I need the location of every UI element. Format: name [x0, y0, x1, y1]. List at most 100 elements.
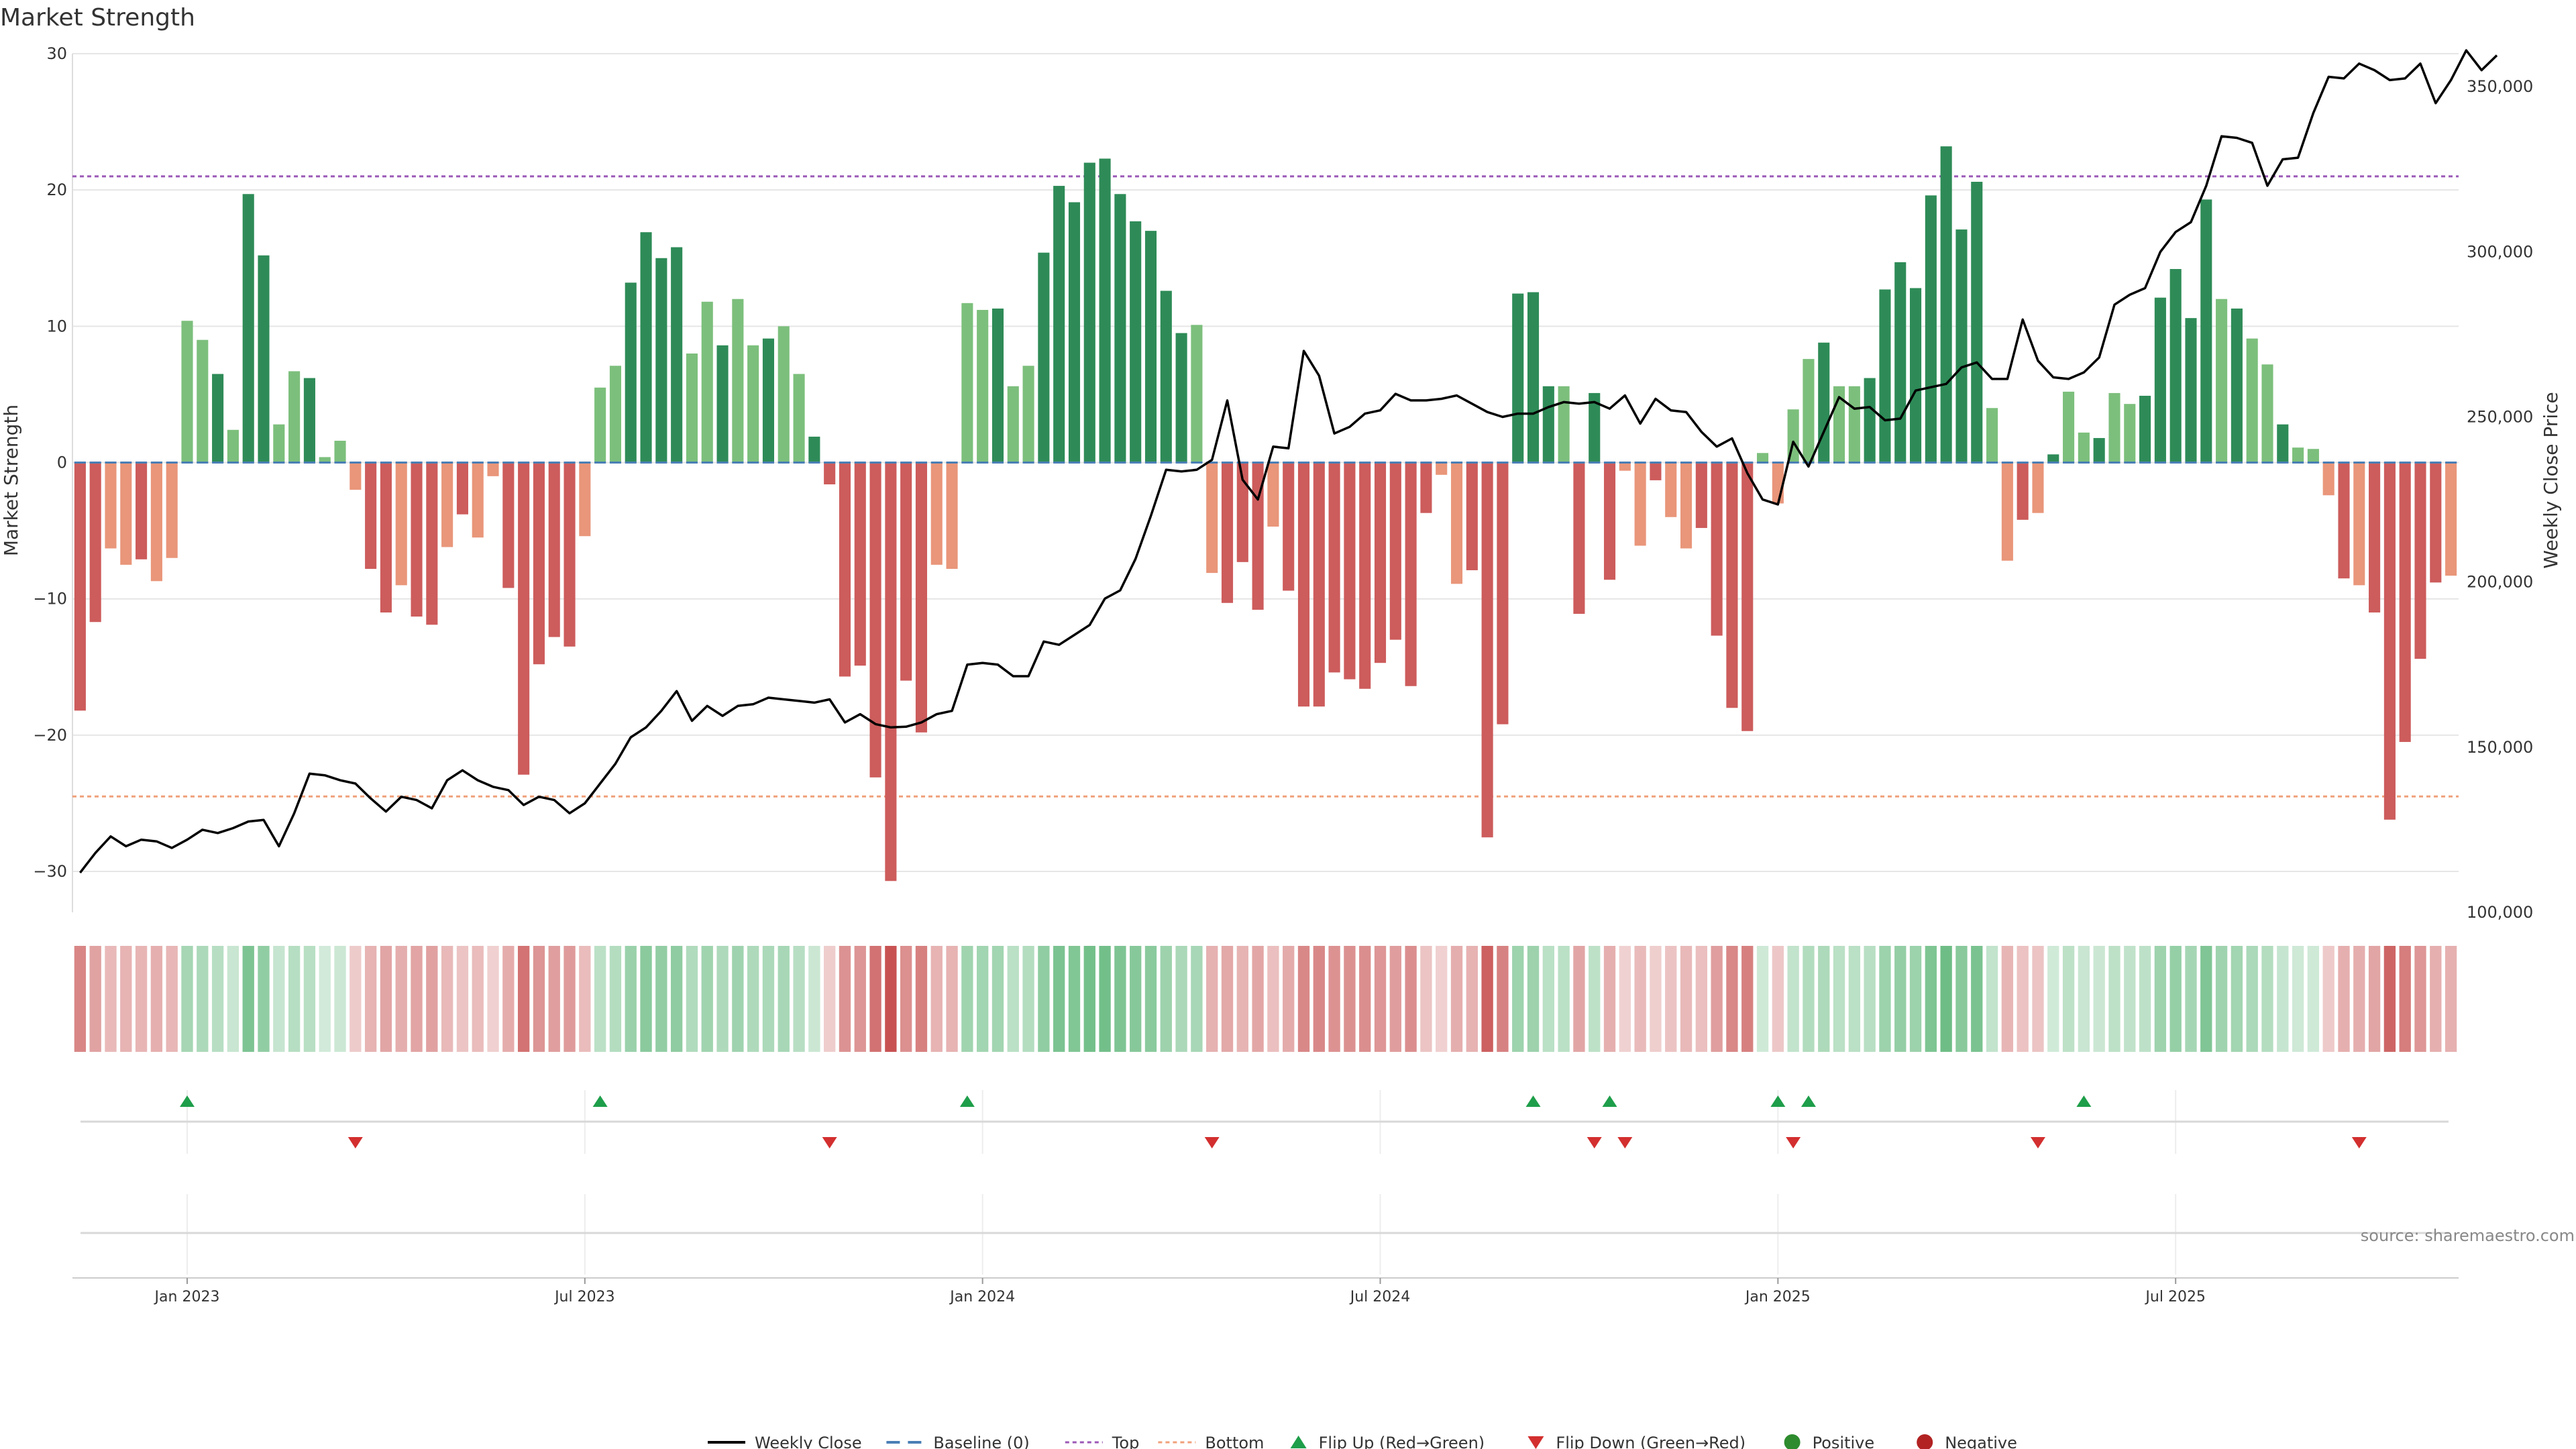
heat-cell: [2430, 946, 2442, 1052]
heat-cell: [1114, 946, 1126, 1052]
strength-bar: [1297, 462, 1310, 707]
legend: Weekly Close Baseline (0) Top Bottom Flip Up…: [708, 1434, 2017, 1449]
heat-cell: [2338, 946, 2350, 1052]
left-y-tick-label: −30: [33, 862, 67, 881]
right-y-tick-label: 350,000: [2467, 77, 2533, 96]
heat-cell: [1497, 946, 1509, 1052]
left-y-tick-label: 30: [46, 44, 67, 63]
strength-bar: [1359, 462, 1371, 689]
heat-cell: [1787, 946, 1799, 1052]
strength-bar: [258, 255, 270, 463]
heat-cell: [2246, 946, 2258, 1052]
heat-cell: [1083, 946, 1095, 1052]
strength-bar: [747, 345, 759, 463]
strength-bar: [273, 424, 285, 463]
heat-cell: [1236, 946, 1248, 1052]
flip-up-marker: [180, 1095, 195, 1107]
heat-cell: [686, 946, 698, 1052]
heat-cell: [2261, 946, 2273, 1052]
x-axis-ticks: Jan 2023 Jul 2023 Jan 2024 Jul 2024 Jan 2025…: [154, 1278, 2206, 1305]
heat-cell: [1833, 946, 1845, 1052]
left-y-tick-label: 10: [46, 317, 67, 335]
heat-cell: [655, 946, 667, 1052]
heat-cell: [1144, 946, 1157, 1052]
strength-bar: [564, 462, 576, 647]
heat-cell: [2215, 946, 2228, 1052]
flip-up-marker: [592, 1095, 608, 1107]
legend-flip-up-swatch: [1290, 1436, 1307, 1448]
threshold-lines: [72, 175, 2459, 798]
strength-bar: [441, 462, 453, 547]
strength-bar: [1848, 386, 1860, 463]
heat-cell: [1573, 946, 1585, 1052]
flip-down-marker: [822, 1137, 837, 1148]
left-y-tick-label: −10: [33, 590, 67, 608]
flip-up-marker: [1525, 1095, 1541, 1107]
heat-cell: [1283, 946, 1295, 1052]
strength-bar: [1175, 333, 1187, 463]
heat-cell: [869, 946, 881, 1052]
heat-cell: [2047, 946, 2059, 1052]
heat-cell: [609, 946, 622, 1052]
left-y-tick-label: 0: [57, 453, 67, 472]
strength-bar: [1818, 342, 1830, 463]
heat-cell: [1130, 946, 1142, 1052]
strength-bar: [824, 462, 836, 485]
strength-bar: [74, 462, 86, 711]
strength-bar: [885, 462, 897, 881]
heat-cell: [854, 946, 866, 1052]
x-tick-label: Jul 2024: [1349, 1289, 1411, 1305]
heat-cell: [1450, 946, 1463, 1052]
strength-bar: [2246, 338, 2258, 463]
strength-bar: [1160, 290, 1172, 463]
heat-cell: [900, 946, 912, 1052]
strength-bar: [1267, 462, 1279, 527]
heat-cell: [1603, 946, 1616, 1052]
weekly-close-line: [79, 49, 2498, 873]
strength-bar: [1144, 231, 1157, 463]
strength-bar: [609, 366, 621, 463]
heat-cell: [1297, 946, 1310, 1052]
right-y-tick-label: 100,000: [2467, 903, 2533, 922]
heat-cell: [2078, 946, 2090, 1052]
flip-up-marker: [1602, 1095, 1617, 1107]
strength-bar: [1803, 359, 1815, 463]
strength-bar: [380, 462, 392, 613]
strength-bar: [2307, 449, 2319, 463]
heat-cell: [319, 946, 331, 1052]
heat-cell: [1359, 946, 1371, 1052]
heat-cell: [625, 946, 637, 1052]
strength-bar: [350, 462, 362, 490]
heat-cell: [716, 946, 729, 1052]
strength-bar: [1542, 386, 1554, 463]
strength-bar: [1940, 146, 1952, 463]
strength-bar: [2216, 299, 2228, 463]
heat-cell: [426, 946, 438, 1052]
strength-bar: [2292, 447, 2304, 463]
heat-cell: [1022, 946, 1034, 1052]
strength-bar: [915, 462, 928, 733]
flip-down-marker: [1204, 1137, 1220, 1148]
heat-cell: [1267, 946, 1279, 1052]
heat-cell: [1527, 946, 1540, 1052]
strength-bar: [930, 462, 943, 565]
heat-cell: [2399, 946, 2411, 1052]
heat-cell: [2017, 946, 2029, 1052]
strength-bar: [2200, 199, 2212, 463]
left-y-ticks: 30 20 10 0 −10 −20 −30: [33, 44, 67, 881]
strength-bar: [395, 462, 407, 586]
heat-cell: [564, 946, 576, 1052]
heat-cell: [1191, 946, 1203, 1052]
strength-bar: [150, 462, 162, 582]
heat-cell: [120, 946, 132, 1052]
strength-bar: [2001, 462, 2013, 561]
heat-cell: [808, 946, 820, 1052]
heat-cell: [74, 946, 87, 1052]
strength-bar: [2277, 424, 2289, 463]
left-y-tick-label: −20: [33, 726, 67, 745]
heat-cell: [1481, 946, 1493, 1052]
strength-bar: [946, 462, 958, 569]
heat-cell: [2185, 946, 2197, 1052]
heat-cell: [1068, 946, 1081, 1052]
strength-bar: [288, 371, 301, 463]
